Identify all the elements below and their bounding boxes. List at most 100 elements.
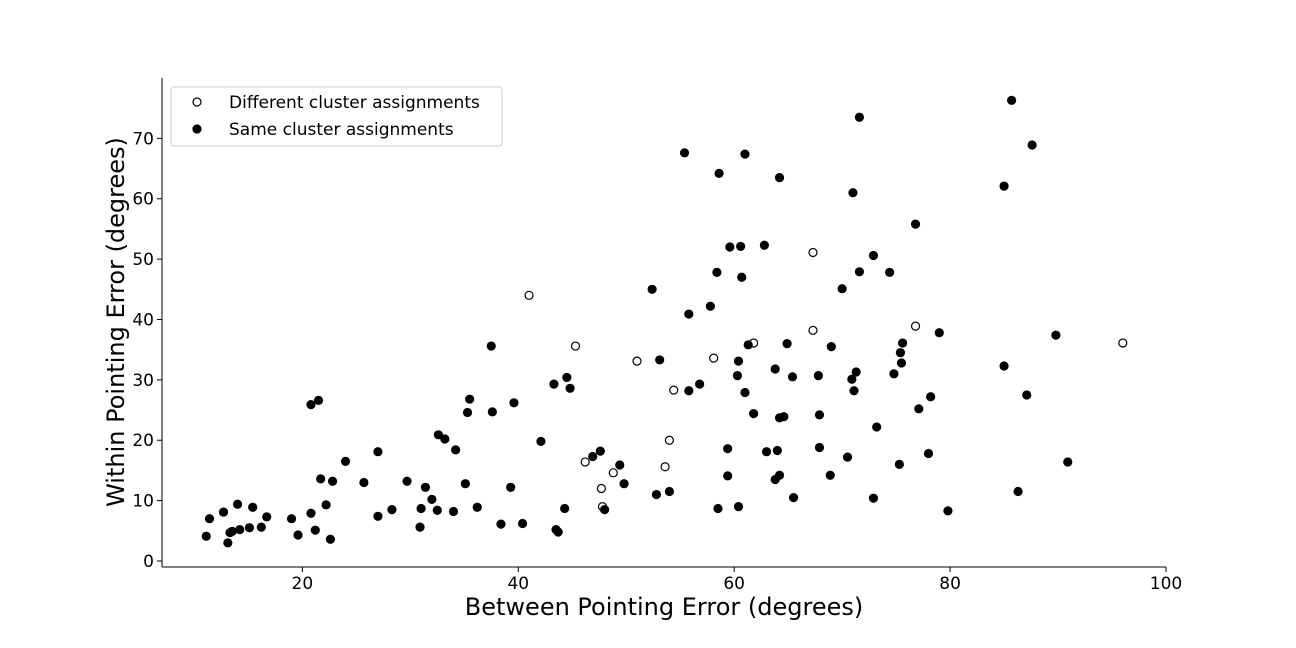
point-same-cluster [1013,486,1023,497]
x-tick-label: 100 [1150,574,1182,594]
point-same-cluster [713,503,723,514]
point-same-cluster [814,410,825,420]
x-tick-label: 40 [507,574,529,594]
legend-label-same: Same cluster assignments [229,120,454,140]
point-same-cluster [201,531,211,541]
point-same-cluster [223,538,233,548]
point-same-cluster [723,471,733,481]
point-same-cluster [562,372,572,383]
point-same-cluster [872,422,882,432]
point-same-cluster [306,400,316,410]
point-same-cluster [256,522,266,532]
point-same-cluster [782,339,792,349]
point-same-cluster [325,534,336,544]
legend-marker-same [192,124,202,134]
point-same-cluster [549,379,559,389]
point-same-cluster [619,479,629,489]
point-same-cluster [714,168,724,178]
point-same-cluster [615,460,625,470]
point-same-cluster [740,149,750,159]
y-tick-label: 70 [132,129,154,149]
point-different-cluster [669,385,679,395]
plot-points [201,95,1128,548]
point-same-cluster [705,301,716,311]
point-same-cluster [842,452,853,462]
y-tick-label: 60 [132,190,154,210]
point-same-cluster [679,148,690,158]
point-same-cluster [826,342,836,352]
point-same-cluster [854,112,865,122]
point-same-cluster [1027,140,1037,150]
point-same-cluster [262,512,272,522]
point-same-cluster [848,188,858,198]
point-same-cluster [387,505,397,515]
point-same-cluster [914,404,924,414]
point-same-cluster [999,361,1009,371]
point-different-cluster [910,321,921,331]
point-same-cluster [651,489,662,500]
point-same-cluster [868,493,879,503]
point-same-cluster [868,250,879,261]
point-different-cluster [808,325,818,335]
point-same-cluster [565,383,575,393]
point-same-cluster [684,386,694,396]
point-same-cluster [851,367,861,377]
point-same-cluster [416,503,426,514]
point-same-cluster [1063,457,1073,467]
y-axis-title: Within Pointing Error (degrees) [102,137,130,507]
y-tick-label: 50 [132,250,154,270]
point-same-cluster [684,309,694,319]
point-same-cluster [600,505,610,515]
point-same-cluster [440,434,450,444]
point-same-cluster [487,407,497,417]
point-same-cluster [743,340,753,350]
point-same-cluster [749,409,759,419]
point-same-cluster [553,527,563,537]
y-tick-label: 0 [143,552,154,572]
point-same-cluster [1051,330,1061,340]
point-same-cluster [595,446,605,456]
x-axis-title: Between Pointing Error (degrees) [465,593,863,621]
point-same-cluster [227,526,237,536]
point-same-cluster [774,470,785,480]
point-same-cluster [889,369,899,379]
point-same-cluster [695,379,705,389]
point-different-cluster [632,356,642,366]
point-same-cluster [472,502,482,512]
x-axis-ticks: 20 40 60 80 100 [292,567,1182,594]
point-same-cluster [316,474,326,484]
point-same-cluster [1007,95,1017,105]
legend-marker-different [192,97,202,107]
point-same-cluster [460,479,470,489]
point-same-cluster [321,500,331,510]
point-same-cluster [854,267,865,277]
point-different-cluster [596,483,606,494]
point-same-cluster [943,506,953,516]
point-same-cluster [232,499,243,509]
point-same-cluster [517,518,528,529]
point-same-cluster [999,181,1009,191]
point-same-cluster [779,412,789,422]
x-tick-label: 60 [723,574,745,594]
point-same-cluster [286,514,297,524]
point-same-cluster [313,395,324,405]
y-tick-label: 40 [132,310,154,330]
point-same-cluster [894,459,904,469]
point-same-cluster [373,447,383,457]
point-same-cluster [923,448,934,459]
point-same-cluster [235,524,245,535]
point-same-cluster [772,445,782,456]
point-same-cluster [306,508,316,518]
point-same-cluster [427,494,437,504]
point-same-cluster [433,430,443,440]
point-same-cluster [359,477,369,488]
point-same-cluster [415,522,425,532]
point-same-cluster [712,267,722,277]
point-same-cluster [788,492,799,503]
point-same-cluster [774,173,785,183]
point-same-cluster [849,386,859,396]
point-same-cluster [732,371,743,381]
point-same-cluster [825,470,835,480]
y-tick-label: 10 [132,492,154,512]
